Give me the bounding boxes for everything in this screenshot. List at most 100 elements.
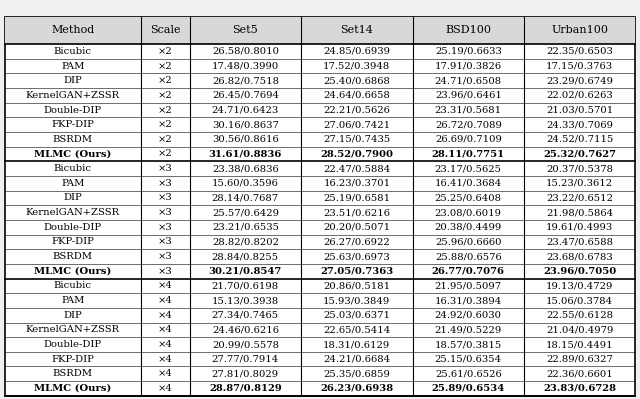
Text: 23.51/0.6216: 23.51/0.6216 <box>323 208 390 217</box>
Text: Method: Method <box>51 26 95 36</box>
Text: ×2: ×2 <box>157 76 172 85</box>
Text: 28.87/0.8129: 28.87/0.8129 <box>209 384 282 393</box>
Text: 25.15/0.6354: 25.15/0.6354 <box>435 355 502 363</box>
Text: KernelGAN+ZSSR: KernelGAN+ZSSR <box>26 91 120 100</box>
Text: ×3: ×3 <box>157 179 172 188</box>
Text: Urban100: Urban100 <box>551 26 608 36</box>
Text: 15.06/0.3784: 15.06/0.3784 <box>546 296 613 305</box>
Text: ×2: ×2 <box>157 91 172 100</box>
Text: 16.41/0.3684: 16.41/0.3684 <box>435 179 502 188</box>
Text: 16.31/0.3894: 16.31/0.3894 <box>435 296 502 305</box>
Text: 21.70/0.6198: 21.70/0.6198 <box>212 281 279 290</box>
Text: 27.05/0.7363: 27.05/0.7363 <box>320 267 394 276</box>
Text: ×2: ×2 <box>157 120 172 129</box>
Text: 28.52/0.7900: 28.52/0.7900 <box>321 150 394 158</box>
Text: Double-DIP: Double-DIP <box>44 105 102 115</box>
Text: PAM: PAM <box>61 61 84 71</box>
Text: 26.23/0.6938: 26.23/0.6938 <box>320 384 394 393</box>
Text: 30.16/0.8637: 30.16/0.8637 <box>212 120 279 129</box>
Text: 23.22/0.6512: 23.22/0.6512 <box>547 194 613 202</box>
Text: ×4: ×4 <box>157 296 173 305</box>
Text: ×4: ×4 <box>157 311 173 320</box>
Text: 22.02/0.6263: 22.02/0.6263 <box>547 91 613 100</box>
Text: 26.45/0.7694: 26.45/0.7694 <box>212 91 279 100</box>
Text: 22.89/0.6327: 22.89/0.6327 <box>547 355 613 363</box>
Text: 24.92/0.6030: 24.92/0.6030 <box>435 311 502 320</box>
Text: KernelGAN+ZSSR: KernelGAN+ZSSR <box>26 208 120 217</box>
Text: Double-DIP: Double-DIP <box>44 223 102 232</box>
Text: 28.14/0.7687: 28.14/0.7687 <box>212 194 279 202</box>
Text: MLMC (Ours): MLMC (Ours) <box>34 150 111 158</box>
Text: 16.23/0.3701: 16.23/0.3701 <box>323 179 390 188</box>
Text: ×4: ×4 <box>157 384 173 393</box>
Text: Scale: Scale <box>150 26 180 36</box>
Text: 22.21/0.5626: 22.21/0.5626 <box>323 105 390 115</box>
Text: 17.91/0.3826: 17.91/0.3826 <box>435 61 502 71</box>
Text: BSRDM: BSRDM <box>53 252 93 261</box>
Text: ×4: ×4 <box>157 369 173 378</box>
Text: 27.15/0.7435: 27.15/0.7435 <box>323 135 390 144</box>
Text: ×2: ×2 <box>157 150 172 158</box>
Text: 24.71/0.6423: 24.71/0.6423 <box>212 105 279 115</box>
Bar <box>5 17 635 44</box>
Text: 18.31/0.6129: 18.31/0.6129 <box>323 340 390 349</box>
Text: 26.69/0.7109: 26.69/0.7109 <box>435 135 502 144</box>
Text: 23.68/0.6783: 23.68/0.6783 <box>547 252 613 261</box>
Text: ×2: ×2 <box>157 135 172 144</box>
Text: DIP: DIP <box>63 76 82 85</box>
Text: Bicubic: Bicubic <box>54 281 92 290</box>
Text: 15.13/0.3938: 15.13/0.3938 <box>212 296 279 305</box>
Text: 26.27/0.6922: 26.27/0.6922 <box>323 237 390 247</box>
Text: 23.96/0.6461: 23.96/0.6461 <box>435 91 502 100</box>
Text: 27.81/0.8029: 27.81/0.8029 <box>212 369 279 378</box>
Text: 22.35/0.6503: 22.35/0.6503 <box>547 47 613 56</box>
Text: Set5: Set5 <box>232 26 259 36</box>
Text: 26.77/0.7076: 26.77/0.7076 <box>432 267 505 276</box>
Text: KernelGAN+ZSSR: KernelGAN+ZSSR <box>26 325 120 334</box>
Text: 17.15/0.3763: 17.15/0.3763 <box>546 61 613 71</box>
Text: ×3: ×3 <box>157 164 172 173</box>
Text: 21.98/0.5864: 21.98/0.5864 <box>546 208 613 217</box>
Text: MLMC (Ours): MLMC (Ours) <box>34 384 111 393</box>
Text: 25.63/0.6973: 25.63/0.6973 <box>323 252 390 261</box>
Text: 26.72/0.7089: 26.72/0.7089 <box>435 120 502 129</box>
Text: 24.46/0.6216: 24.46/0.6216 <box>212 325 279 334</box>
Text: 25.35/0.6859: 25.35/0.6859 <box>323 369 390 378</box>
Text: 25.89/0.6534: 25.89/0.6534 <box>432 384 505 393</box>
Text: 15.60/0.3596: 15.60/0.3596 <box>212 179 279 188</box>
Text: 24.33/0.7069: 24.33/0.7069 <box>547 120 613 129</box>
Text: 21.03/0.5701: 21.03/0.5701 <box>546 105 613 115</box>
Text: ×2: ×2 <box>157 61 172 71</box>
Text: 18.15/0.4491: 18.15/0.4491 <box>546 340 614 349</box>
Text: 20.37/0.5378: 20.37/0.5378 <box>547 164 613 173</box>
Text: 20.86/0.5181: 20.86/0.5181 <box>323 281 390 290</box>
Text: 19.13/0.4729: 19.13/0.4729 <box>546 281 614 290</box>
Text: DIP: DIP <box>63 194 82 202</box>
Text: 26.82/0.7518: 26.82/0.7518 <box>212 76 279 85</box>
Text: 20.20/0.5071: 20.20/0.5071 <box>323 223 390 232</box>
Text: 27.34/0.7465: 27.34/0.7465 <box>212 311 279 320</box>
Text: 23.31/0.5681: 23.31/0.5681 <box>435 105 502 115</box>
Text: BSD100: BSD100 <box>445 26 492 36</box>
Text: Set14: Set14 <box>340 26 373 36</box>
Text: PAM: PAM <box>61 296 84 305</box>
Text: 28.11/0.7751: 28.11/0.7751 <box>432 150 505 158</box>
Text: 19.61/0.4993: 19.61/0.4993 <box>546 223 613 232</box>
Text: FKP-DIP: FKP-DIP <box>51 237 94 247</box>
Text: Bicubic: Bicubic <box>54 164 92 173</box>
Text: BSRDM: BSRDM <box>53 135 93 144</box>
Text: 23.08/0.6019: 23.08/0.6019 <box>435 208 502 217</box>
Text: 22.36/0.6601: 22.36/0.6601 <box>547 369 613 378</box>
Text: 18.57/0.3815: 18.57/0.3815 <box>435 340 502 349</box>
Text: 23.83/0.6728: 23.83/0.6728 <box>543 384 616 393</box>
Text: 25.40/0.6868: 25.40/0.6868 <box>323 76 390 85</box>
Text: 21.49/0.5229: 21.49/0.5229 <box>435 325 502 334</box>
Text: Double-DIP: Double-DIP <box>44 340 102 349</box>
Text: ×4: ×4 <box>157 281 173 290</box>
Text: ×3: ×3 <box>157 208 172 217</box>
Text: 24.52/0.7115: 24.52/0.7115 <box>546 135 614 144</box>
Text: 23.38/0.6836: 23.38/0.6836 <box>212 164 279 173</box>
Text: 23.96/0.7050: 23.96/0.7050 <box>543 267 616 276</box>
Text: ×2: ×2 <box>157 105 172 115</box>
Text: 22.55/0.6128: 22.55/0.6128 <box>547 311 613 320</box>
